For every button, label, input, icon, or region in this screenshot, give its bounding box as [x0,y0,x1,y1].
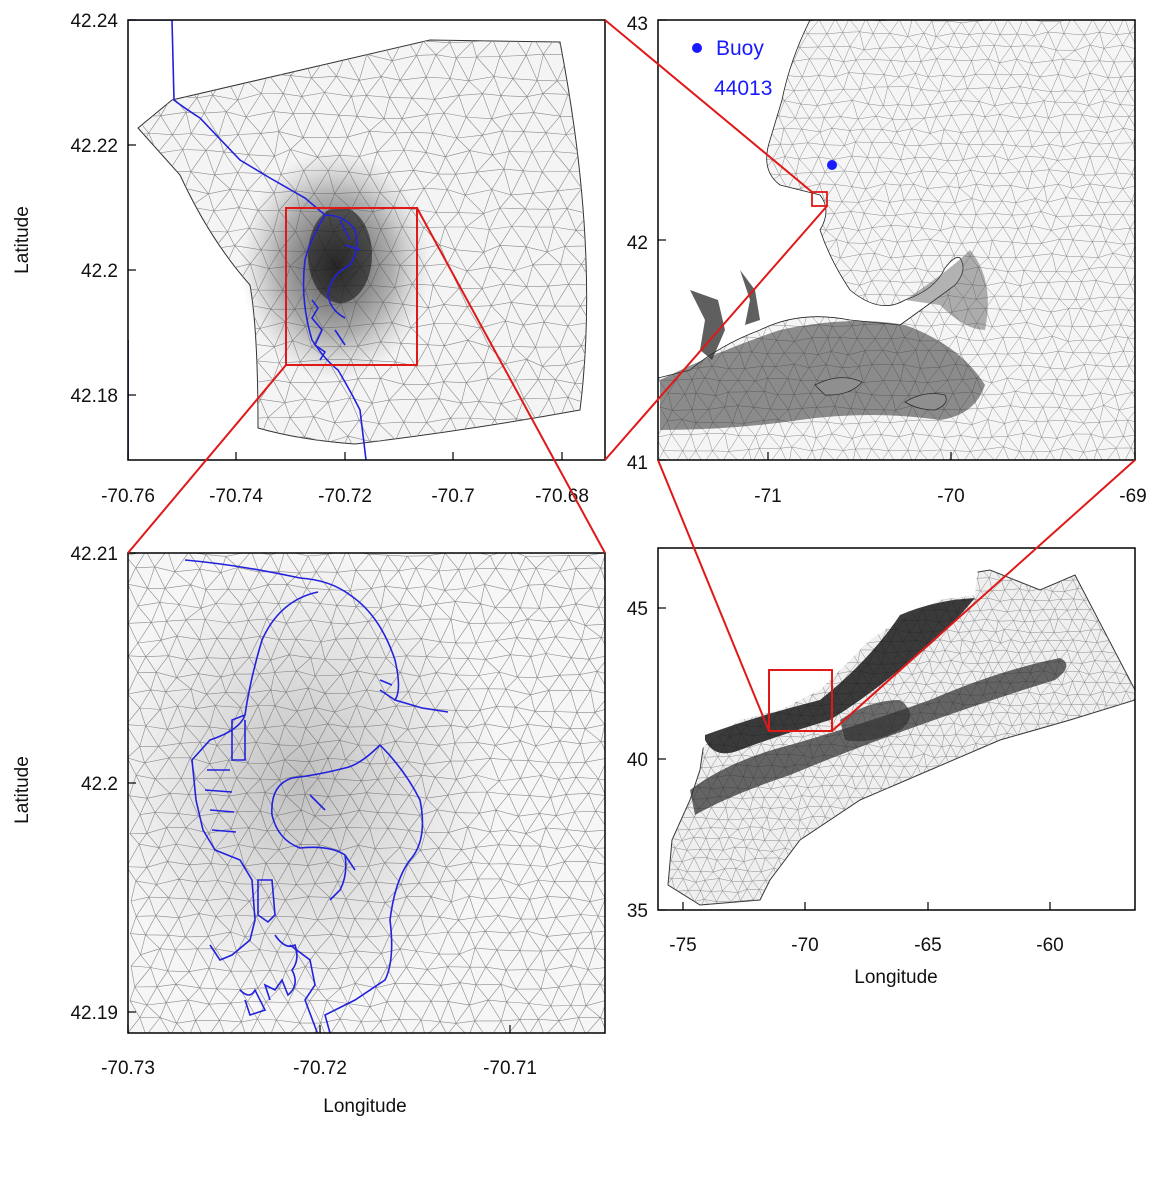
y-axis-c: 42.21 42.2 42.19 Latitude [12,544,136,1024]
panel-d-plot-area [658,548,1135,906]
y-tick-label-a-3: 42.18 [70,386,118,407]
x-tick-label-a-4: -70.68 [535,486,589,507]
x-tick-label-c-0: -70.73 [101,1058,155,1079]
x-tick-label-d-0: -75 [669,935,696,956]
panel-b-plot-area: Buoy 44013 [658,20,1135,460]
y-tick-label-d-0: 45 [627,599,648,620]
mesh-density-c [128,553,500,1010]
x-tick-label-b-0: -71 [754,486,781,507]
connector-a-to-c-left [127,364,287,554]
coastline-a [128,20,367,460]
connector-b-to-a-top [604,19,813,193]
x-tick-label-b-2: -69 [1119,486,1146,507]
gulf-density-d [840,700,910,742]
y-axis-d: 45 40 35 [627,599,666,922]
x-tick-label-b-1: -70 [937,486,964,507]
x-tick-label-d-1: -70 [791,935,818,956]
y-axis-a: 42.24 42.22 42.2 42.18 Latitude [12,11,136,407]
buoy-legend-marker [692,43,702,53]
connector-a-to-c-right [416,207,606,554]
panel-d: 45 40 35 -75 -70 -65 -60 Longitude [627,547,1136,988]
zoom-connectors [127,19,1136,732]
y-ticks-a [128,19,136,396]
x-axis-title-d: Longitude [854,967,937,988]
panel-a-frame [127,19,606,461]
x-tick-label-d-3: -60 [1036,935,1063,956]
x-tick-label-a-1: -70.74 [209,486,263,507]
buoy-label-line1: Buoy [716,37,764,60]
connector-b-to-a-bottom [604,205,828,461]
y-tick-label-b-1: 42 [627,233,648,254]
y-tick-label-a-2: 42.2 [81,261,118,282]
buoy-marker [827,160,837,170]
x-tick-label-a-0: -70.76 [101,486,155,507]
land-b [658,20,964,379]
y-tick-label-c-0: 42.21 [70,544,118,565]
panel-b: Buoy 44013 43 42 41 -71 -70 -69 [627,14,1147,507]
x-axis-d: -75 -70 -65 -60 Longitude [669,902,1064,988]
y-tick-label-a-1: 42.22 [70,136,118,157]
y-tick-label-b-0: 43 [627,14,648,35]
x-tick-label-a-2: -70.72 [318,486,372,507]
land-d [658,548,980,770]
y-tick-label-a-0: 42.24 [70,11,118,32]
x-axis-a: -70.76 -70.74 -70.72 -70.7 -70.68 [101,452,589,507]
x-tick-label-a-3: -70.7 [431,486,474,507]
connector-d-to-b-right [831,459,1136,732]
zoom-box-d [768,669,833,732]
y-tick-label-b-2: 41 [627,453,648,474]
x-axis-title-c: Longitude [323,1096,406,1117]
zoom-box-a [285,207,418,366]
panel-a-plot-area [128,20,588,460]
panel-c-frame [127,552,606,1034]
y-axis-b: 43 42 41 [627,14,666,474]
x-ticks-a [127,452,563,460]
coast-density-d [705,598,975,754]
x-axis-b: -71 -70 -69 [754,452,1147,507]
x-tick-label-c-1: -70.72 [293,1058,347,1079]
coastline-c [184,559,449,1033]
panel-c: 42.21 42.2 42.19 Latitude -70.73 -70.72 … [12,544,606,1117]
x-tick-label-c-2: -70.71 [483,1058,537,1079]
y-tick-label-c-1: 42.2 [81,774,118,795]
y-tick-label-d-1: 40 [627,750,648,771]
y-tick-label-c-2: 42.19 [70,1003,118,1024]
y-tick-label-d-2: 35 [627,901,648,922]
zoom-box-b-source [811,191,828,207]
panel-a: 42.24 42.22 42.2 42.18 Latitude -70.76 -… [12,11,606,507]
x-tick-label-d-2: -65 [914,935,941,956]
panel-c-plot-area [128,553,605,1033]
connector-d-to-b-left [657,459,770,732]
y-axis-title-a: Latitude [12,206,33,274]
estuary-b [690,270,760,360]
mesh-density-b [660,321,985,430]
x-axis-c: -70.73 -70.72 -70.71 Longitude [101,1025,537,1117]
y-axis-title-c: Latitude [12,756,33,824]
buoy-label-line2: 44013 [714,77,772,100]
panel-d-frame [657,547,1136,911]
mesh-density-b-cape [905,250,988,330]
